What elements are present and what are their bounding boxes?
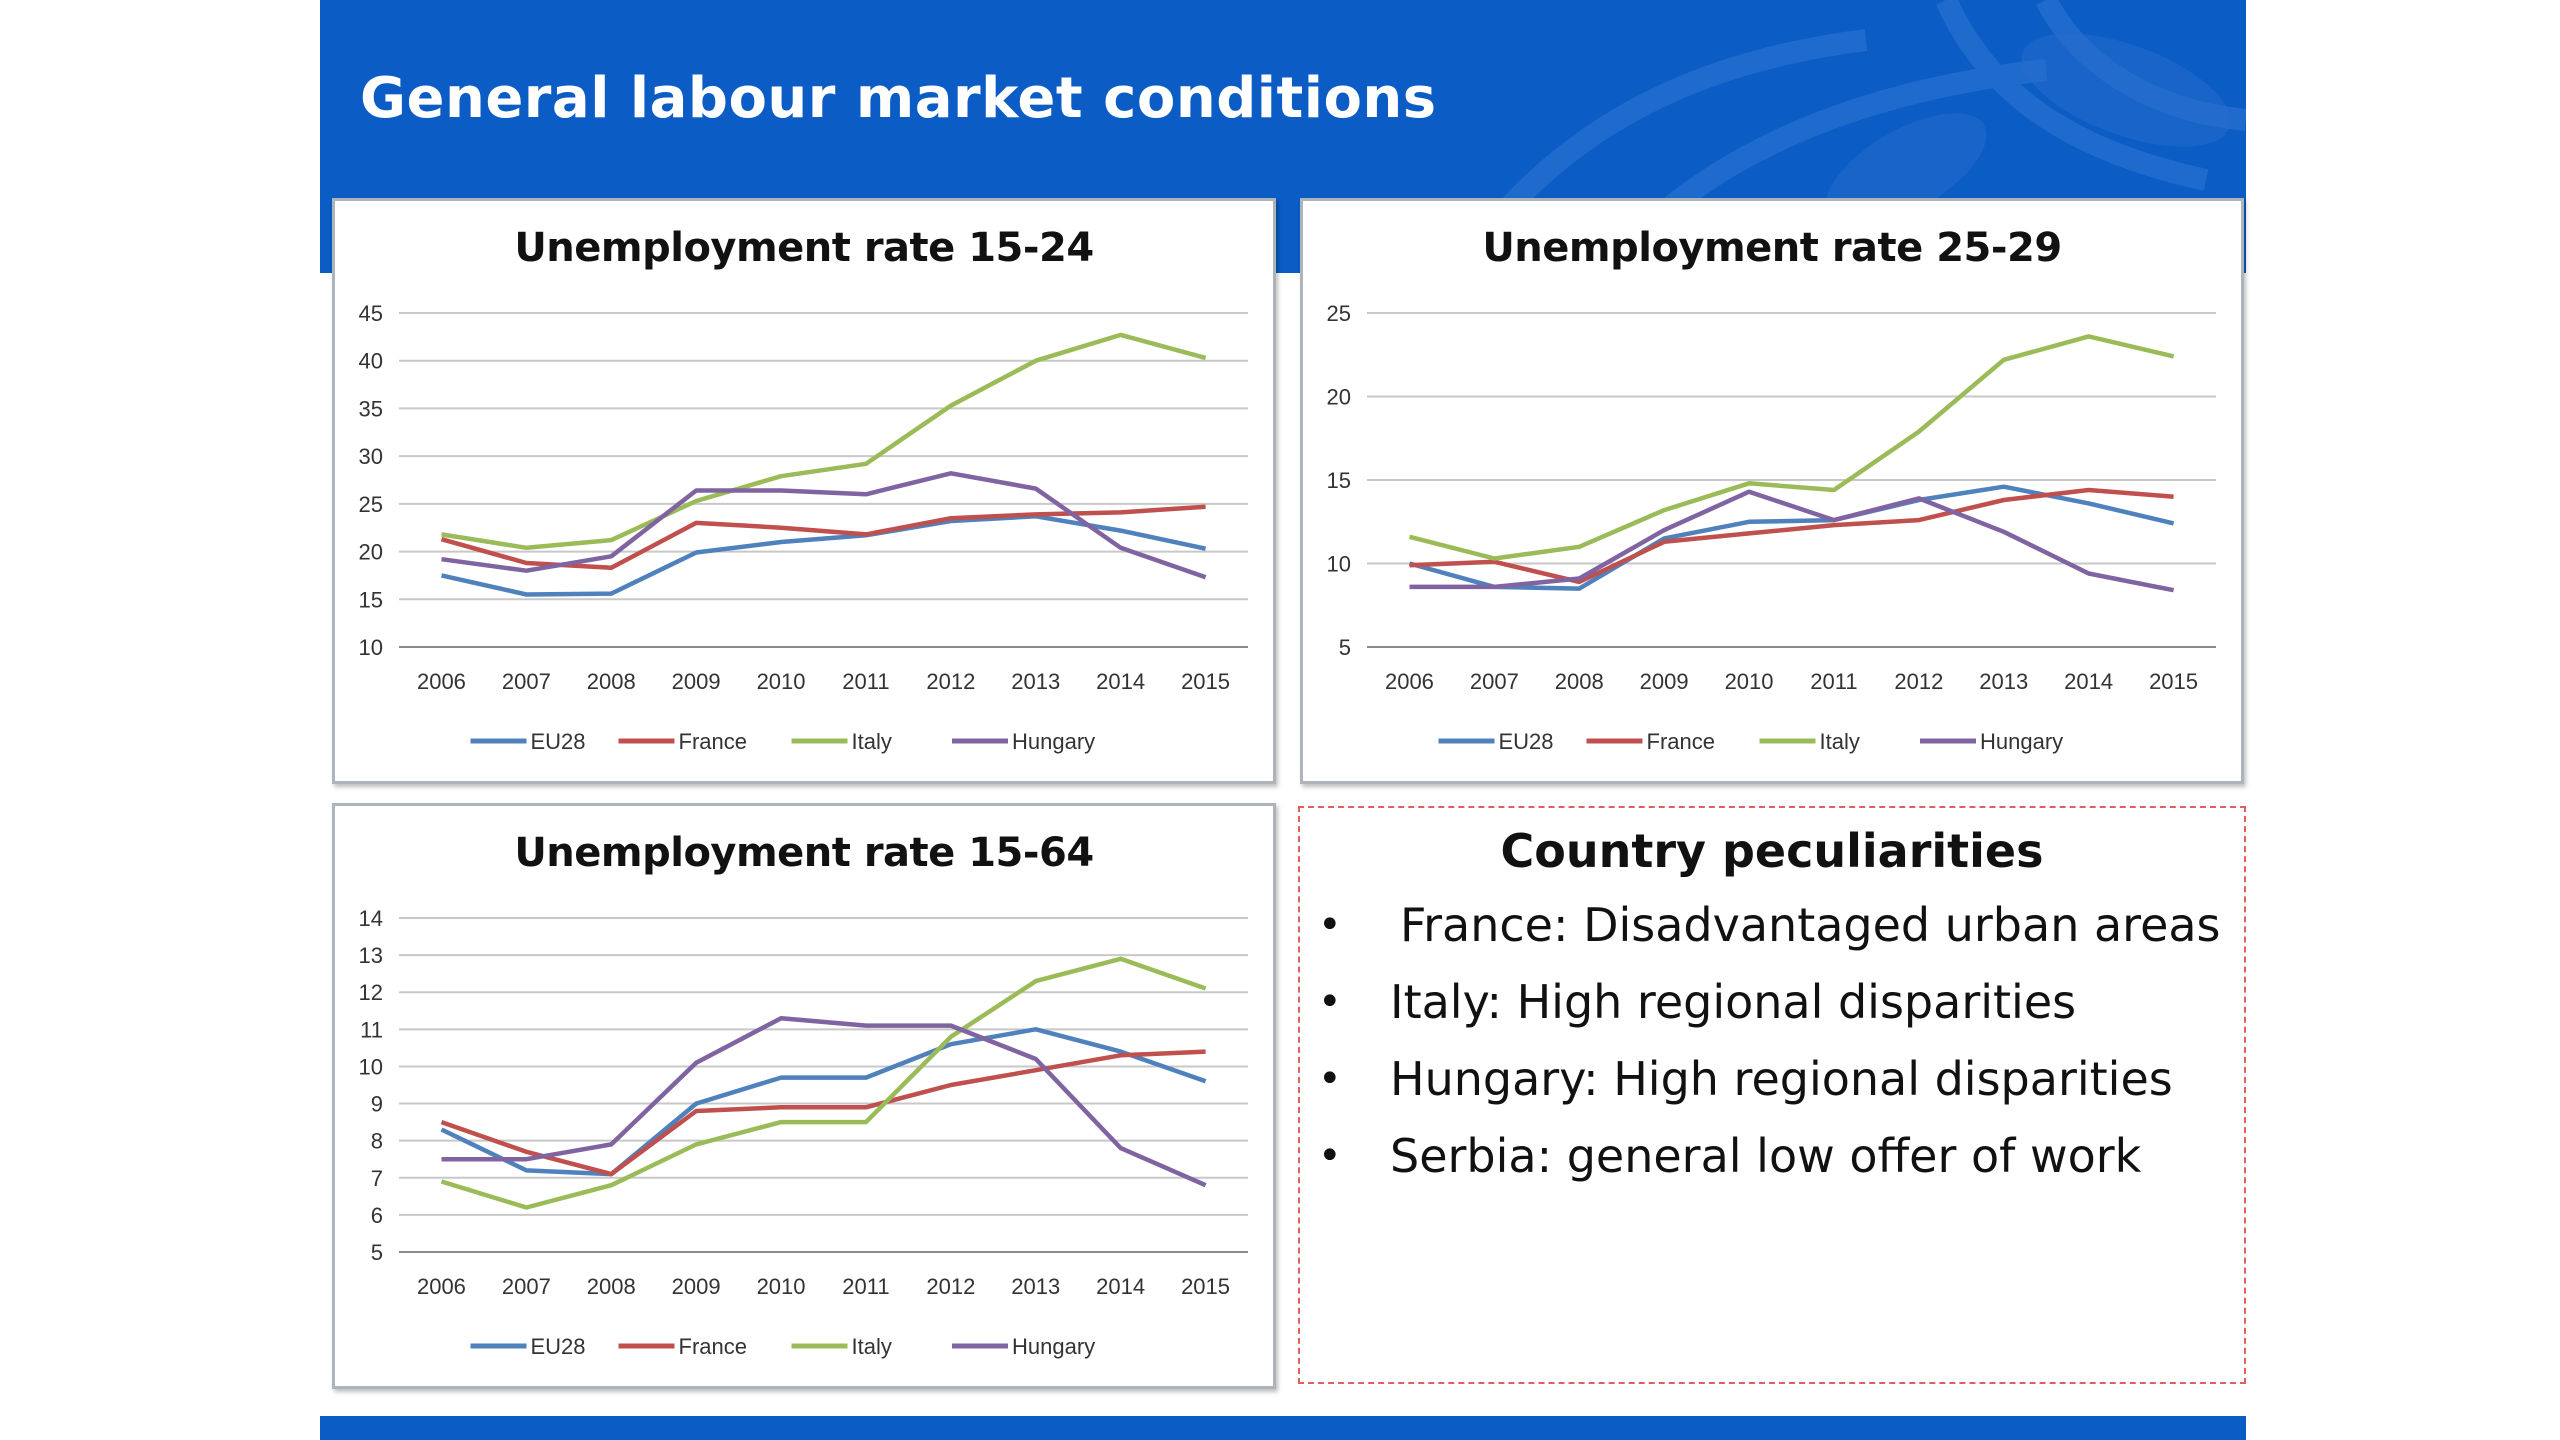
x-tick-label: 2012 — [1894, 669, 1943, 694]
y-tick-label: 7 — [371, 1166, 383, 1191]
x-tick-label: 2011 — [842, 669, 889, 694]
bullet-icon: • — [1318, 979, 1342, 1025]
y-tick-label: 15 — [359, 587, 383, 612]
x-tick-label: 2008 — [587, 669, 636, 694]
series-line-france — [1409, 487, 2174, 585]
y-tick-label: 12 — [359, 980, 383, 1005]
y-tick-label: 20 — [359, 540, 383, 565]
bullet-icon: • — [1318, 1056, 1342, 1102]
y-tick-label: 40 — [359, 349, 383, 374]
legend-label: Italy — [852, 1334, 892, 1359]
chart-panel-15-64: Unemployment rate 15-64 5 6 7 8 9 10 11 12 13 14 2… — [332, 803, 1276, 1389]
legend-label: EU28 — [531, 1334, 586, 1359]
x-tick-label: 2013 — [1011, 669, 1060, 694]
y-tick-label: 6 — [371, 1203, 383, 1228]
chart-panel-15-24: Unemployment rate 15-24 10 15 20 25 30 35 40 45… — [332, 198, 1276, 784]
x-tick-label: 2010 — [757, 669, 806, 694]
x-tick-label: 2008 — [587, 1274, 636, 1299]
y-tick-label: 20 — [1327, 385, 1351, 410]
series-line-italy — [1408, 334, 2175, 561]
slide: General labour market conditions Unemplo… — [320, 0, 2246, 1440]
list-item-text: Hungary: High regional disparities — [1390, 1052, 2173, 1106]
line-chart-25-29: 5 10 15 20 25 2006 2007 2008 2009 2010 2011 2012 201… — [1327, 301, 2216, 754]
y-tick-label: 9 — [371, 1092, 383, 1117]
x-tick-label: 2014 — [1096, 669, 1145, 694]
y-tick-label: 10 — [1327, 552, 1351, 577]
list-item-text: France: Disadvantaged urban areas — [1400, 898, 2221, 952]
slide-title: General labour market conditions — [360, 66, 1437, 131]
series-line-italy — [440, 956, 1207, 1210]
series-line-eu28 — [1408, 484, 2175, 591]
x-tick-label: 2010 — [757, 1274, 806, 1299]
series-line-eu28 — [441, 514, 1207, 597]
y-tick-label: 30 — [359, 444, 383, 469]
series-line-france — [440, 1049, 1206, 1177]
y-tick-label: 15 — [1327, 468, 1351, 493]
x-tick-label: 2007 — [1470, 669, 1519, 694]
legend-label: France — [1647, 729, 1715, 754]
y-tick-label: 10 — [359, 635, 383, 660]
x-tick-label: 2009 — [672, 1274, 721, 1299]
y-tick-label: 25 — [359, 492, 383, 517]
x-tick-label: 2015 — [1181, 1274, 1230, 1299]
legend-label: EU28 — [531, 729, 586, 754]
line-chart-15-64: 5 6 7 8 9 10 11 12 13 14 2006 2007 2008 2009 2010 2011 2… — [359, 906, 1248, 1359]
legend-label: EU28 — [1499, 729, 1554, 754]
chart-title: Unemployment rate 15-24 — [514, 225, 1094, 271]
y-tick-label: 11 — [360, 1017, 383, 1042]
country-peculiarities-panel: Country peculiarities • France: Disadvan… — [1298, 806, 2246, 1384]
legend-label: Hungary — [1012, 1334, 1095, 1359]
series-line-hungary — [441, 1015, 1207, 1188]
y-tick-label: 13 — [359, 943, 383, 968]
x-tick-label: 2007 — [502, 669, 551, 694]
x-tick-label: 2012 — [926, 1274, 975, 1299]
bullet-icon: • — [1318, 902, 1342, 948]
x-tick-label: 2015 — [2149, 669, 2198, 694]
x-tick-label: 2014 — [2064, 669, 2113, 694]
x-tick-label: 2010 — [1725, 669, 1774, 694]
x-tick-label: 2012 — [926, 669, 975, 694]
legend-label: Italy — [1820, 729, 1860, 754]
x-tick-label: 2009 — [672, 669, 721, 694]
chart-title: Unemployment rate 15-64 — [514, 830, 1094, 876]
series-line-hungary — [1409, 489, 2175, 593]
legend-label: France — [679, 1334, 747, 1359]
x-tick-label: 2007 — [502, 1274, 551, 1299]
series-line-italy — [441, 332, 1207, 551]
y-tick-label: 35 — [359, 396, 383, 421]
legend-label: Hungary — [1012, 729, 1095, 754]
x-tick-label: 2006 — [417, 1274, 466, 1299]
line-chart-15-24: 10 15 20 25 30 35 40 45 2006 2007 2008 2009 2010 2011… — [359, 301, 1248, 754]
x-tick-label: 2014 — [1096, 1274, 1145, 1299]
series-line-eu28 — [440, 1027, 1207, 1177]
legend-label: France — [679, 729, 747, 754]
x-tick-label: 2008 — [1555, 669, 1604, 694]
chart-panel-25-29: Unemployment rate 25-29 5 10 15 20 25 2006 200… — [1300, 198, 2244, 784]
footer-band — [320, 1416, 2246, 1440]
x-tick-label: 2009 — [1640, 669, 1689, 694]
series-line-hungary — [441, 471, 1207, 580]
x-tick-label: 2015 — [1181, 669, 1230, 694]
x-tick-label: 2013 — [1979, 669, 2028, 694]
y-tick-label: 14 — [359, 906, 383, 931]
bullet-icon: • — [1318, 1133, 1342, 1179]
legend-label: Hungary — [1980, 729, 2063, 754]
x-tick-label: 2006 — [417, 669, 466, 694]
x-tick-label: 2006 — [1385, 669, 1434, 694]
y-tick-label: 5 — [371, 1240, 383, 1265]
chart-title: Unemployment rate 25-29 — [1482, 225, 2062, 271]
y-tick-label: 8 — [371, 1129, 383, 1154]
y-tick-label: 10 — [359, 1054, 383, 1079]
y-tick-label: 5 — [1339, 635, 1351, 660]
info-title: Country peculiarities — [1500, 824, 2044, 878]
x-tick-label: 2011 — [842, 1274, 889, 1299]
legend-label: Italy — [852, 729, 892, 754]
y-tick-label: 45 — [359, 301, 383, 326]
y-tick-label: 25 — [1327, 301, 1351, 326]
x-tick-label: 2013 — [1011, 1274, 1060, 1299]
list-item-text: Italy: High regional disparities — [1390, 975, 2077, 1029]
x-tick-label: 2011 — [1810, 669, 1857, 694]
list-item-text: Serbia: general low offer of work — [1390, 1129, 2142, 1183]
